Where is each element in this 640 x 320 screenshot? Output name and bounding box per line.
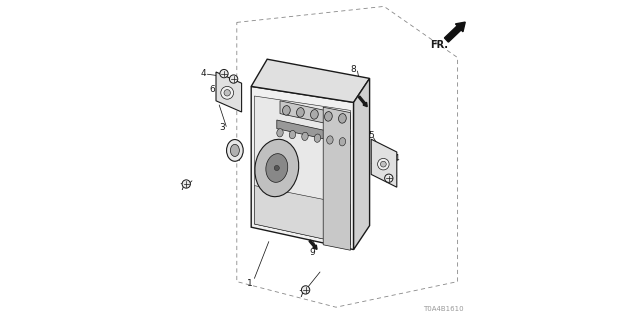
Text: T0A4B1610: T0A4B1610 — [423, 306, 463, 312]
Text: 8: 8 — [351, 65, 356, 74]
Circle shape — [380, 161, 387, 167]
Circle shape — [301, 286, 310, 294]
Polygon shape — [251, 59, 370, 102]
Polygon shape — [280, 101, 351, 129]
Text: FR.: FR. — [430, 40, 449, 50]
Text: 1: 1 — [248, 279, 253, 288]
Polygon shape — [254, 186, 351, 245]
Ellipse shape — [339, 114, 346, 123]
Text: 7: 7 — [179, 183, 184, 192]
Polygon shape — [371, 139, 397, 187]
Ellipse shape — [227, 140, 243, 161]
Ellipse shape — [276, 129, 284, 137]
Ellipse shape — [339, 138, 346, 146]
Circle shape — [230, 75, 238, 83]
Circle shape — [378, 158, 389, 170]
FancyArrow shape — [444, 22, 465, 42]
Ellipse shape — [314, 134, 321, 142]
Text: 9: 9 — [310, 248, 316, 257]
Text: 5: 5 — [369, 132, 374, 140]
FancyArrow shape — [358, 96, 367, 107]
Ellipse shape — [310, 110, 318, 119]
Polygon shape — [251, 86, 354, 250]
Text: 4: 4 — [394, 154, 399, 163]
Ellipse shape — [282, 106, 291, 115]
Text: 6: 6 — [209, 85, 215, 94]
Ellipse shape — [289, 131, 296, 139]
Ellipse shape — [324, 112, 332, 121]
Polygon shape — [254, 96, 351, 245]
Ellipse shape — [266, 154, 288, 182]
Ellipse shape — [326, 136, 333, 144]
Text: 4: 4 — [200, 69, 206, 78]
Circle shape — [385, 174, 393, 182]
Circle shape — [275, 165, 280, 171]
Ellipse shape — [230, 144, 239, 156]
Ellipse shape — [255, 139, 299, 197]
Ellipse shape — [296, 108, 304, 117]
Circle shape — [220, 69, 228, 78]
Text: 2: 2 — [232, 152, 237, 161]
FancyArrow shape — [309, 240, 317, 249]
Polygon shape — [277, 120, 351, 145]
Ellipse shape — [301, 132, 308, 140]
Polygon shape — [216, 72, 242, 112]
Polygon shape — [354, 78, 370, 250]
Polygon shape — [323, 107, 351, 250]
Text: 7: 7 — [298, 290, 303, 299]
Text: 3: 3 — [219, 124, 225, 132]
Circle shape — [182, 180, 191, 188]
Circle shape — [224, 90, 230, 96]
Circle shape — [221, 86, 234, 99]
